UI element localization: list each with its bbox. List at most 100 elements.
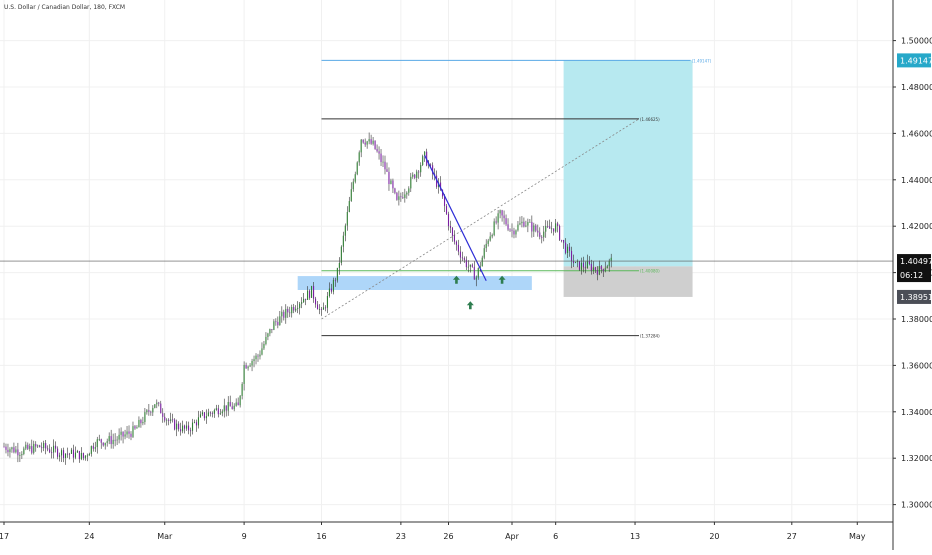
candle [170,412,172,424]
candle-body [243,365,245,384]
candle-body [235,402,237,406]
candle-body [17,449,19,456]
candle-body [326,296,329,308]
candle [5,443,7,454]
candle-body [92,446,94,449]
candle [215,404,217,411]
candle-body [174,419,176,430]
candle-body [527,221,529,226]
candle-body [360,139,362,153]
candle [136,425,138,429]
candle-body [128,431,130,434]
price-tag-bg [897,289,931,304]
candle-body [221,411,223,414]
candle-body [263,343,265,349]
candle [164,413,166,423]
candle-body [160,403,162,414]
candle [261,342,263,356]
candle [324,305,327,312]
candle [279,310,281,326]
candle-body [521,221,523,224]
time-axis-label: 26 [443,532,453,541]
candle [588,256,590,266]
candle [162,408,164,423]
candle-body [338,262,340,268]
candle-body [362,139,364,143]
candle-body [505,218,507,225]
candle-body [279,316,281,326]
candle [354,171,356,184]
candle-body [606,266,608,269]
candle-body [570,250,573,262]
candle [477,267,479,280]
candle-body [366,141,368,145]
time-axis-label: May [849,532,866,541]
up-arrow-icon [452,275,460,284]
candle-body [568,246,571,251]
candle [604,261,606,273]
candle-body [324,307,327,309]
candle-body [144,412,146,423]
price-axis-label: 1.36000 [901,361,932,370]
candle-body [5,446,7,450]
candle-body [126,431,128,435]
candle [233,403,235,412]
candle [269,328,271,337]
candle [15,446,17,454]
candle [237,397,239,406]
candle-body [277,321,279,326]
candle [187,421,190,435]
candle [178,421,180,432]
candle [130,431,132,441]
candle-body [35,443,37,447]
candle-body [475,277,477,280]
candle-body [515,230,517,235]
candle-body [281,311,283,317]
candle-body [445,206,448,214]
candle-body [138,419,140,428]
candle-body [328,288,330,297]
candle-body [559,226,561,240]
candle-body [511,229,513,231]
candle-body [82,453,84,459]
candle-body [557,223,559,227]
candle-body [348,201,350,212]
candle-body [519,223,521,225]
candle-body [368,139,370,142]
candle-body [100,439,102,443]
candle-body [289,312,291,314]
candle [519,216,521,226]
candle-body [297,307,299,309]
candle-body [485,243,487,249]
candle-body [273,321,275,330]
candle [366,140,368,149]
candle [511,223,513,238]
candle-body [396,192,398,200]
candle [293,303,295,314]
candle [247,365,249,371]
candle [408,186,410,196]
candle [189,427,192,437]
candle [297,301,299,314]
candle-body [265,336,267,344]
candle-body [447,213,450,227]
candle-body [545,226,547,232]
candle [273,319,275,331]
candle-body [499,210,501,214]
candle [251,358,253,372]
candle-body [303,298,305,303]
candle [596,266,598,281]
candle-body [455,241,457,245]
candle [150,410,152,416]
candle [390,178,392,185]
candle-body [60,450,63,456]
candle [82,452,84,461]
candle [378,146,380,160]
candle [346,206,348,231]
candle [19,452,21,463]
candle-body [70,449,73,454]
candle [567,244,569,258]
candle [497,210,499,230]
candle [453,230,456,245]
